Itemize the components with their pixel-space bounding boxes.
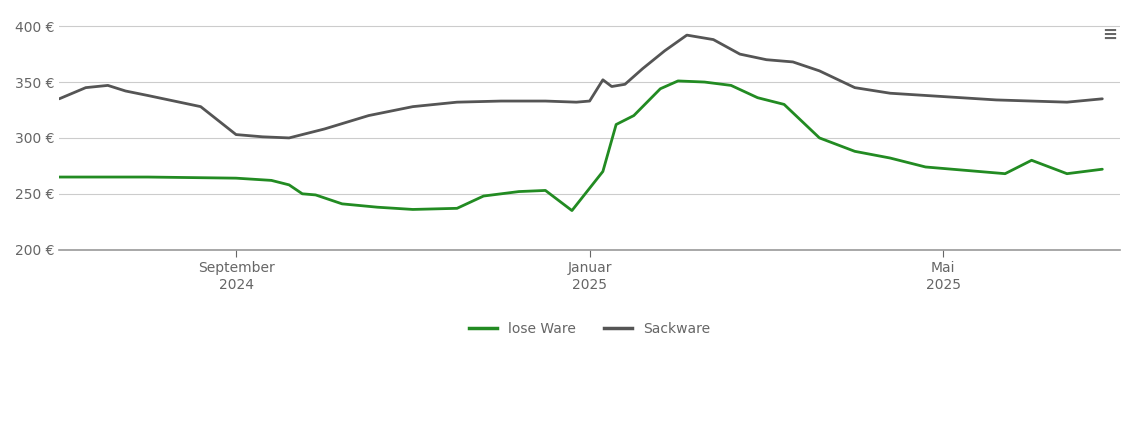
Text: ≡: ≡ [1102, 26, 1117, 44]
Legend: lose Ware, Sackware: lose Ware, Sackware [464, 316, 715, 341]
